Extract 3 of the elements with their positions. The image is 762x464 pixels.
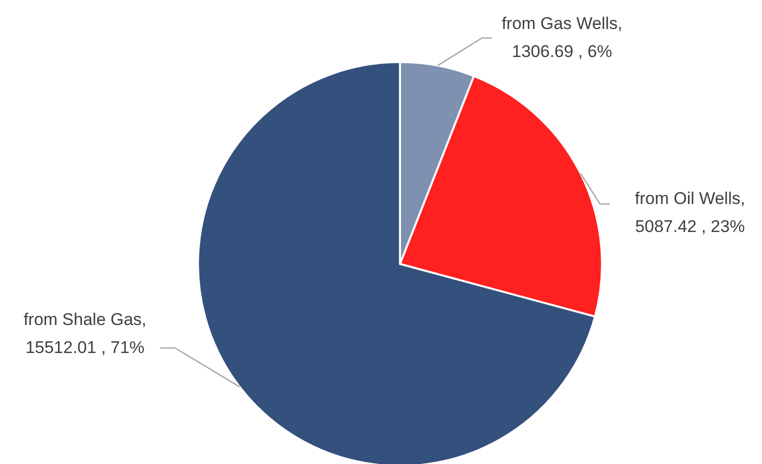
slice-label: from Shale Gas, 15512.01 , 71% — [22, 309, 148, 359]
slice-label: from Oil Wells, 5087.42 , 23% — [634, 188, 746, 238]
slice-label: from Gas Wells, 1306.69 , 6% — [500, 13, 624, 63]
